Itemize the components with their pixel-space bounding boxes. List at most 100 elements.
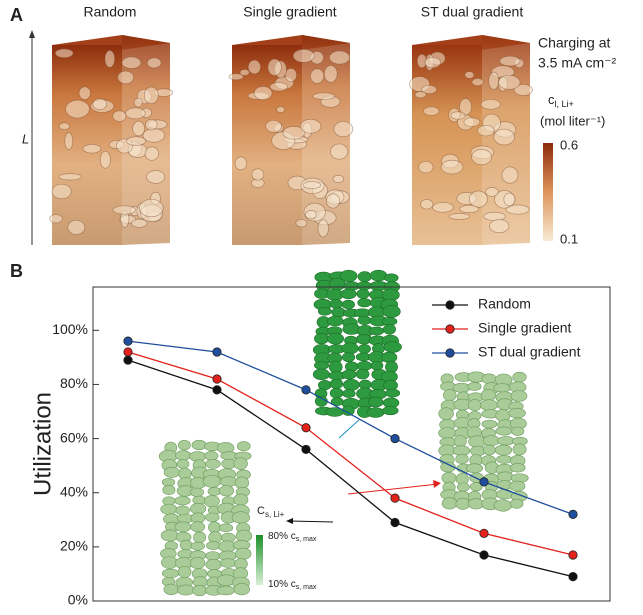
marker [301, 385, 311, 395]
particle [369, 269, 388, 282]
pore [253, 86, 273, 101]
particle [341, 369, 357, 380]
condition: Charging at [538, 35, 610, 51]
particle [177, 565, 192, 578]
particle [384, 273, 399, 283]
inset-high-text: 80% c [268, 531, 296, 542]
pore [477, 124, 495, 137]
pore [501, 166, 519, 184]
inset-high: 80% cs, max [268, 531, 317, 543]
particle [174, 496, 191, 506]
marker [123, 355, 133, 365]
particle [216, 585, 236, 596]
particle [219, 558, 237, 568]
particle [235, 529, 253, 543]
inset-symbol: C [257, 505, 265, 517]
particle [385, 388, 401, 398]
panel-a: A L Random Single gradient ST dual gradi… [10, 4, 617, 247]
particle [479, 399, 498, 411]
particle [314, 360, 330, 370]
inset-subscript: s, max [296, 584, 317, 591]
particle [381, 351, 398, 363]
particle [205, 558, 222, 571]
particle [176, 459, 190, 469]
pore [305, 209, 317, 220]
particle [383, 379, 398, 391]
particle [329, 299, 343, 309]
pore [480, 99, 501, 110]
pore [333, 121, 354, 138]
particle [357, 298, 372, 308]
particle [328, 277, 346, 291]
pore [317, 219, 329, 238]
particle [190, 487, 204, 498]
particle [190, 541, 205, 551]
pore [498, 75, 521, 90]
marker [212, 347, 222, 357]
particle [481, 419, 498, 429]
particle [205, 551, 221, 561]
pore [82, 143, 102, 154]
pore [121, 56, 142, 69]
particle [329, 387, 344, 399]
particle [367, 396, 384, 408]
pore [64, 132, 74, 150]
particle [235, 547, 252, 560]
pore [133, 97, 143, 108]
particle [382, 406, 399, 416]
pore [99, 150, 111, 169]
particle [160, 503, 178, 515]
pore [58, 122, 70, 131]
pore [78, 86, 91, 100]
particle [510, 498, 524, 509]
legend-marker [445, 300, 455, 310]
legend-marker [445, 324, 455, 334]
particle [163, 583, 180, 596]
particle [218, 523, 234, 533]
particle [204, 450, 219, 461]
y-tick-label: 40% [60, 483, 88, 499]
pore [54, 48, 74, 59]
pore [117, 70, 135, 85]
particle [233, 457, 248, 470]
particle [383, 341, 402, 353]
pore [421, 84, 437, 95]
pore [125, 107, 146, 120]
pore [459, 204, 479, 214]
particle [509, 480, 526, 492]
particle [452, 382, 471, 393]
particle [233, 493, 249, 506]
pore [326, 193, 341, 209]
pore [299, 118, 322, 134]
pore [418, 161, 434, 174]
pore [329, 50, 351, 65]
colorbar [543, 143, 553, 241]
condition: 3.5 mA cm⁻² [538, 55, 617, 71]
pore [251, 168, 265, 181]
series-line [127, 359, 574, 578]
panel-label: B [10, 261, 23, 281]
pore [503, 192, 516, 207]
particle [443, 389, 457, 402]
pore [58, 173, 82, 181]
particle [327, 332, 345, 345]
marker [479, 477, 489, 487]
colorbar-symbol: c [548, 92, 555, 107]
column-title: ST dual gradient [421, 4, 524, 20]
particle [385, 360, 398, 374]
particle [341, 405, 355, 416]
particle [455, 497, 471, 510]
pore [471, 78, 484, 87]
pore [423, 106, 440, 116]
particle [358, 343, 371, 354]
inset-species: Cs, Li+ [257, 505, 285, 519]
particle [496, 455, 513, 464]
particle [193, 531, 207, 544]
particle [174, 521, 192, 533]
marker [301, 423, 311, 433]
pore [145, 118, 158, 131]
particle [356, 288, 370, 299]
pore [499, 55, 521, 67]
pore [276, 106, 286, 113]
